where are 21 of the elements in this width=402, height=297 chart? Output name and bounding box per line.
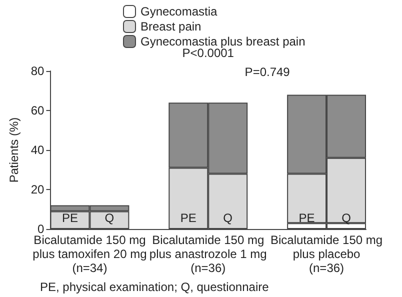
text: P<0.0001 (182, 46, 234, 60)
text: PE, physical examination; Q, questionnaire (40, 280, 270, 294)
text: Bicalutamide 150 mg plus anastrozole 1 mg (n=36) (149, 233, 267, 275)
legend-label: Gynecomastia (140, 4, 218, 18)
y-axis-title: Patients (%) (7, 117, 21, 183)
legend-label: Gynecomastia plus breast pain (140, 34, 306, 48)
legend-label: Breast pain (140, 20, 202, 34)
x-tick-label: PE (62, 211, 78, 225)
x-tick-label: PE (180, 211, 196, 225)
y-tick-label: 20 (30, 182, 45, 196)
text: Bicalutamide 150 mg plus tamoxifen 20 mg (n=34) (32, 233, 147, 275)
x-tick-label: Q (104, 211, 114, 225)
y-tick-label: 80 (30, 64, 45, 78)
text: Bicalutamide 150 mg plus placebo (n=36) (270, 233, 383, 275)
y-tick-label: 60 (30, 104, 45, 118)
y-tick-label: 40 (30, 143, 45, 157)
x-tick-label: Q (342, 211, 351, 225)
y-tick-label: 0 (38, 222, 45, 236)
annotation: P=0.749 (244, 65, 290, 79)
x-tick-label: PE (298, 211, 315, 225)
x-tick-label: Q (223, 211, 233, 225)
